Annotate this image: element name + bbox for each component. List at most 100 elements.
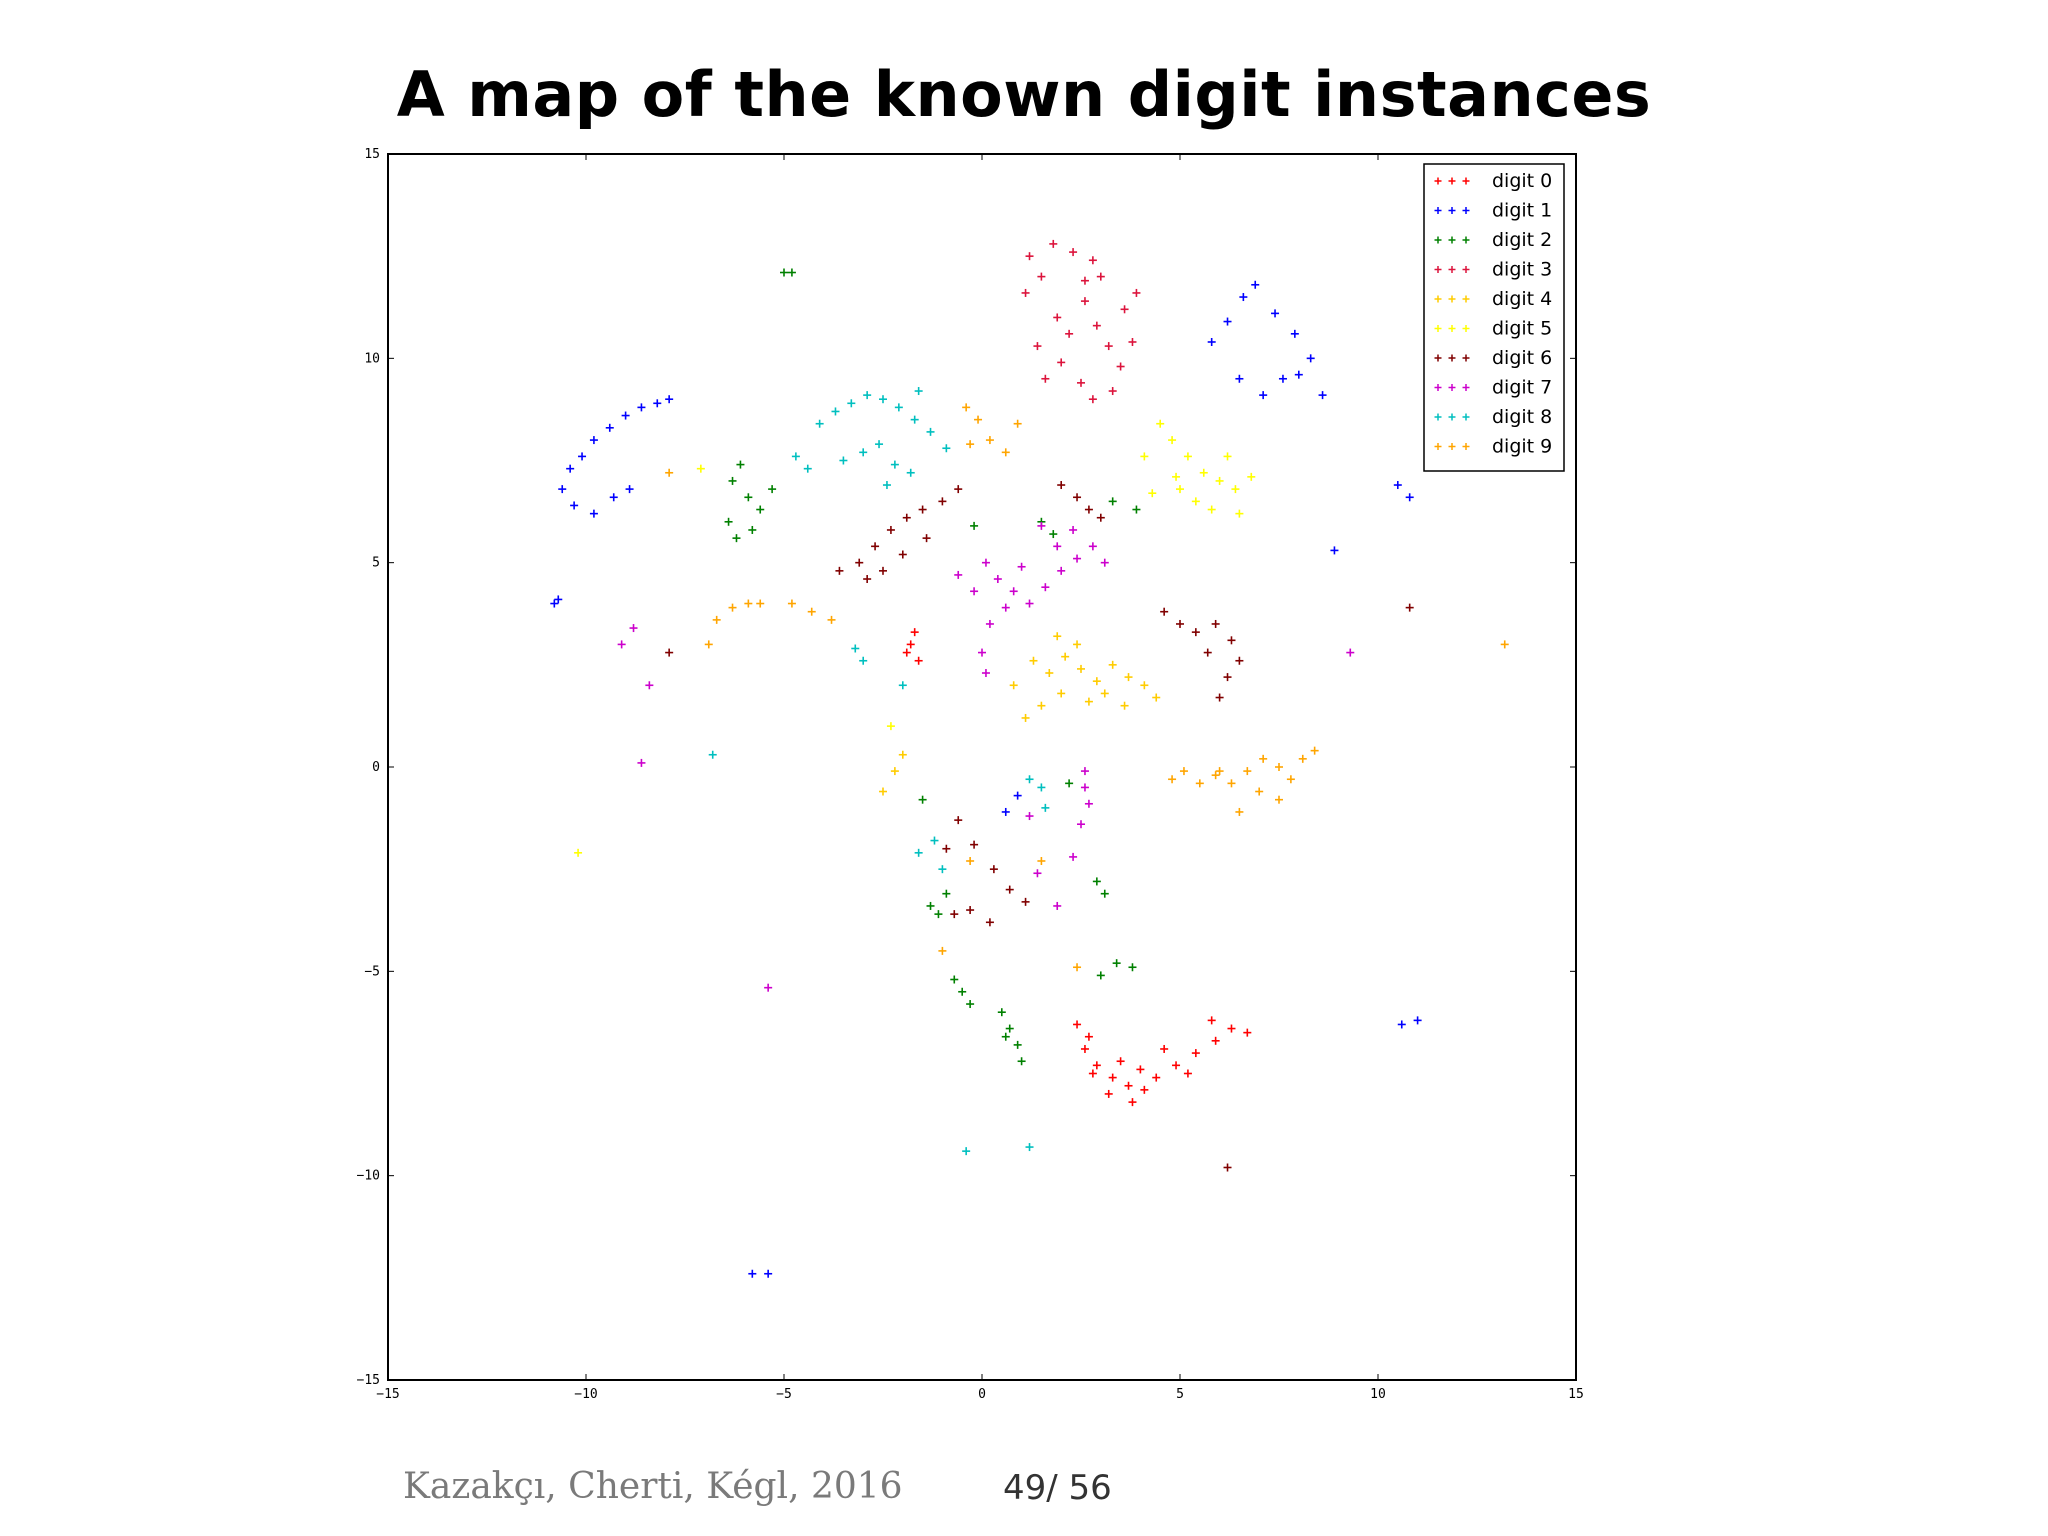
y-tick-label: 5: [372, 556, 380, 571]
data-point: [898, 681, 907, 690]
legend-marker: [1448, 236, 1456, 244]
data-point: [1009, 587, 1018, 596]
legend-label: digit 3: [1492, 259, 1552, 281]
data-point: [768, 485, 777, 494]
data-point: [1104, 342, 1113, 351]
data-point: [855, 558, 864, 567]
data-point: [1278, 374, 1287, 383]
data-point: [1227, 779, 1236, 788]
data-point: [1330, 546, 1339, 555]
data-point: [1120, 701, 1129, 710]
data-point: [1140, 452, 1149, 461]
data-point: [863, 391, 872, 400]
data-point: [1037, 521, 1046, 530]
data-point: [1136, 1065, 1145, 1074]
page-number: 49/ 56: [1003, 1468, 1112, 1508]
data-point: [1156, 419, 1165, 428]
data-point: [1318, 391, 1327, 400]
data-point: [1100, 689, 1109, 698]
data-point: [1080, 276, 1089, 285]
data-point: [910, 628, 919, 637]
data-point: [1251, 280, 1260, 289]
data-point: [803, 464, 812, 473]
data-point: [748, 525, 757, 534]
data-point: [1124, 1081, 1133, 1090]
data-point: [708, 750, 717, 759]
legend-marker: [1434, 354, 1442, 362]
legend-marker: [1462, 207, 1470, 214]
data-point: [1172, 1061, 1181, 1070]
data-point: [1124, 673, 1133, 682]
data-point: [974, 415, 983, 424]
plot-frame: [387, 153, 1577, 1381]
data-point: [1021, 288, 1030, 297]
data-point: [1223, 317, 1232, 326]
data-point: [566, 464, 575, 473]
data-point: [1033, 869, 1042, 878]
data-point: [985, 436, 994, 445]
data-point: [950, 910, 959, 919]
data-point: [609, 493, 618, 502]
data-point: [1005, 1024, 1014, 1033]
data-point: [1037, 856, 1046, 865]
data-point: [1041, 374, 1050, 383]
data-point: [966, 440, 975, 449]
data-point: [1057, 566, 1066, 575]
data-point: [954, 816, 963, 825]
data-point: [1065, 779, 1074, 788]
legend-marker: [1462, 295, 1470, 303]
data-point: [1100, 889, 1109, 898]
legend-marker: [1448, 354, 1456, 362]
data-point: [1025, 1143, 1034, 1152]
data-point: [978, 648, 986, 657]
data-point: [744, 493, 753, 502]
data-point: [914, 656, 923, 665]
data-point: [1073, 493, 1082, 502]
legend-marker: [1448, 325, 1456, 332]
data-point: [847, 399, 856, 408]
data-point: [926, 901, 935, 910]
data-point: [1235, 374, 1244, 383]
data-point: [981, 669, 990, 678]
data-point: [1084, 1032, 1093, 1041]
legend-marker: [1434, 177, 1442, 185]
data-point: [696, 464, 705, 473]
data-point: [1084, 505, 1093, 514]
data-point: [898, 750, 907, 759]
data-point: [748, 1269, 757, 1278]
data-point: [1092, 877, 1101, 886]
data-point: [827, 615, 836, 624]
data-point: [550, 599, 559, 608]
data-point: [1116, 1057, 1125, 1066]
data-point: [1005, 885, 1014, 894]
data-point: [1152, 1073, 1161, 1082]
data-point: [1037, 272, 1046, 281]
data-point: [787, 268, 796, 277]
legend-marker: [1448, 413, 1456, 421]
data-point: [645, 681, 654, 690]
data-point: [930, 836, 939, 845]
data-point: [918, 505, 927, 514]
data-point: [1286, 775, 1295, 784]
data-point: [839, 456, 848, 465]
data-point: [902, 513, 911, 522]
data-point: [1223, 673, 1232, 682]
data-point: [1160, 1044, 1169, 1053]
data-point: [1001, 1032, 1010, 1041]
data-point: [1092, 677, 1101, 686]
data-point: [1179, 767, 1188, 776]
data-point: [1393, 481, 1402, 490]
data-point: [764, 1269, 773, 1278]
data-point: [1108, 660, 1117, 669]
data-point: [815, 419, 824, 428]
data-point: [1255, 787, 1264, 796]
data-point: [1275, 795, 1283, 804]
legend-marker: [1462, 354, 1470, 362]
legend-marker: [1434, 207, 1442, 214]
data-point: [985, 619, 994, 628]
data-point: [665, 395, 674, 404]
data-point: [1116, 362, 1125, 371]
data-point: [910, 415, 919, 424]
data-point: [1061, 652, 1070, 661]
